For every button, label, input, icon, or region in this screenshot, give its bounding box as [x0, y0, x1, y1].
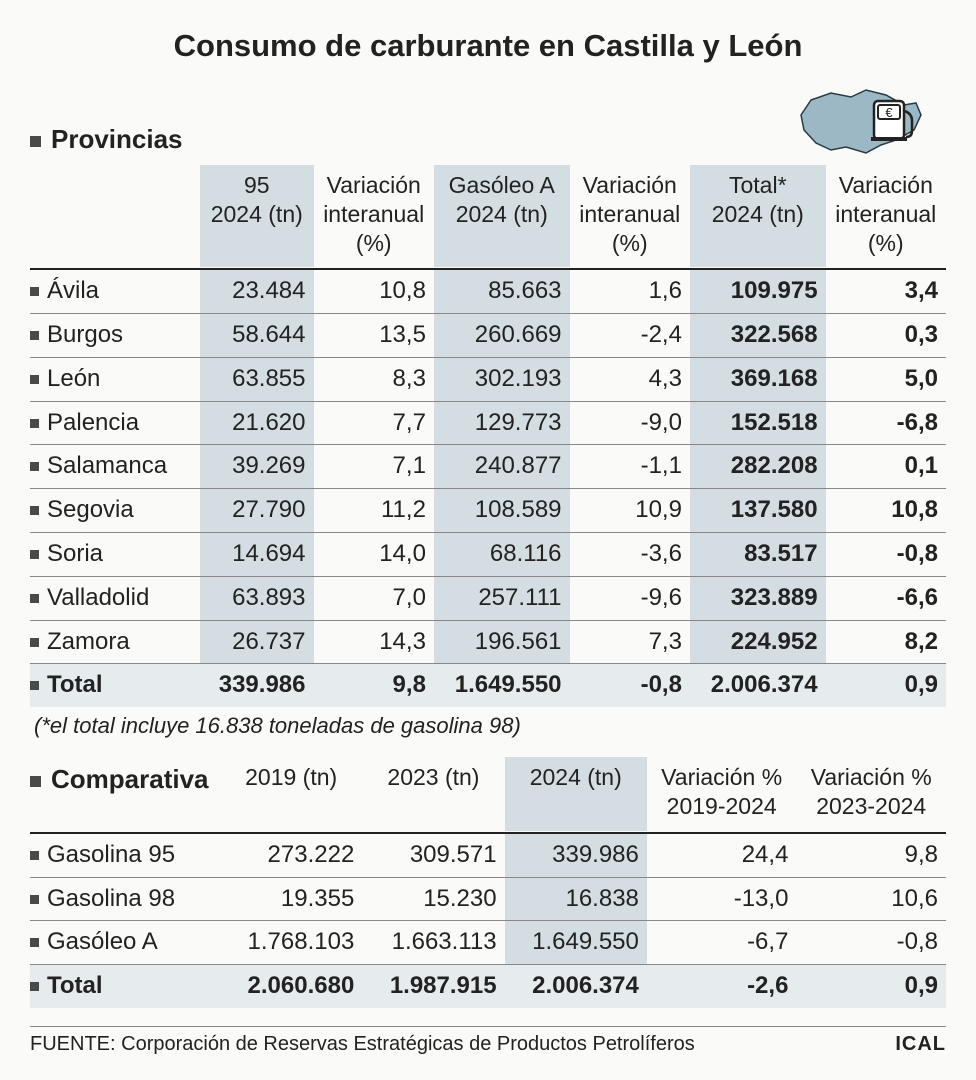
bullet-icon — [30, 136, 41, 147]
col-gasoleo: Gasóleo A2024 (tn) — [434, 165, 570, 267]
col-var1: Variacióninteranual(%) — [314, 165, 434, 267]
table-row-total: Total2.060.6801.987.9152.006.374-2,60,9 — [30, 965, 946, 1008]
col-var1924: Variación %2019-2024 — [647, 757, 797, 831]
col-2024: 2024 (tn) — [505, 757, 647, 831]
col-2023: 2023 (tn) — [362, 757, 504, 831]
table-row: Soria14.69414,068.116-3,683.517-0,8 — [30, 533, 946, 577]
table-row: Burgos58.64413,5260.669-2,4322.5680,3 — [30, 314, 946, 358]
col-var3: Variacióninteranual(%) — [826, 165, 946, 267]
table-provincias: 952024 (tn) Variacióninteranual(%) Gasól… — [30, 165, 946, 707]
table-row: Zamora26.73714,3196.5617,3224.9528,2 — [30, 620, 946, 664]
table-row: Valladolid63.8937,0257.111-9,6323.889-6,… — [30, 576, 946, 620]
brand: ICAL — [895, 1033, 946, 1056]
col-var2: Variacióninteranual(%) — [570, 165, 690, 267]
table-row: Salamanca39.2697,1240.877-1,1282.2080,1 — [30, 445, 946, 489]
source: FUENTE: Corporación de Reservas Estratég… — [30, 1033, 695, 1056]
bullet-icon — [30, 776, 41, 787]
table-row: Ávila23.48410,885.6631,6109.9753,4 — [30, 269, 946, 313]
col-2019: 2019 (tn) — [220, 757, 362, 831]
table-row: Gasolina 95273.222309.571339.98624,49,8 — [30, 833, 946, 877]
table-row-total: Total339.9869,81.649.550-0,82.006.3740,9 — [30, 664, 946, 707]
table-row: León63.8558,3302.1934,3369.1685,0 — [30, 357, 946, 401]
svg-text:€: € — [885, 105, 893, 120]
footer: FUENTE: Corporación de Reservas Estratég… — [30, 1026, 946, 1056]
table-row: Gasolina 9819.35515.23016.838-13,010,6 — [30, 877, 946, 921]
table-note: (*el total incluye 16.838 toneladas de g… — [34, 713, 946, 739]
table-row: Gasóleo A1.768.1031.663.1131.649.550-6,7… — [30, 921, 946, 965]
col-total: Total*2024 (tn) — [690, 165, 826, 267]
col-var2324: Variación %2023-2024 — [796, 757, 946, 831]
col-95: 952024 (tn) — [200, 165, 314, 267]
table-row: Palencia21.6207,7129.773-9,0152.518-6,8 — [30, 401, 946, 445]
region-pump-icon: € — [796, 75, 926, 170]
page-title: Consumo de carburante en Castilla y León — [30, 28, 946, 64]
table-row: Segovia27.79011,2108.58910,9137.58010,8 — [30, 489, 946, 533]
table-comparativa: Comparativa 2019 (tn) 2023 (tn) 2024 (tn… — [30, 757, 946, 1008]
